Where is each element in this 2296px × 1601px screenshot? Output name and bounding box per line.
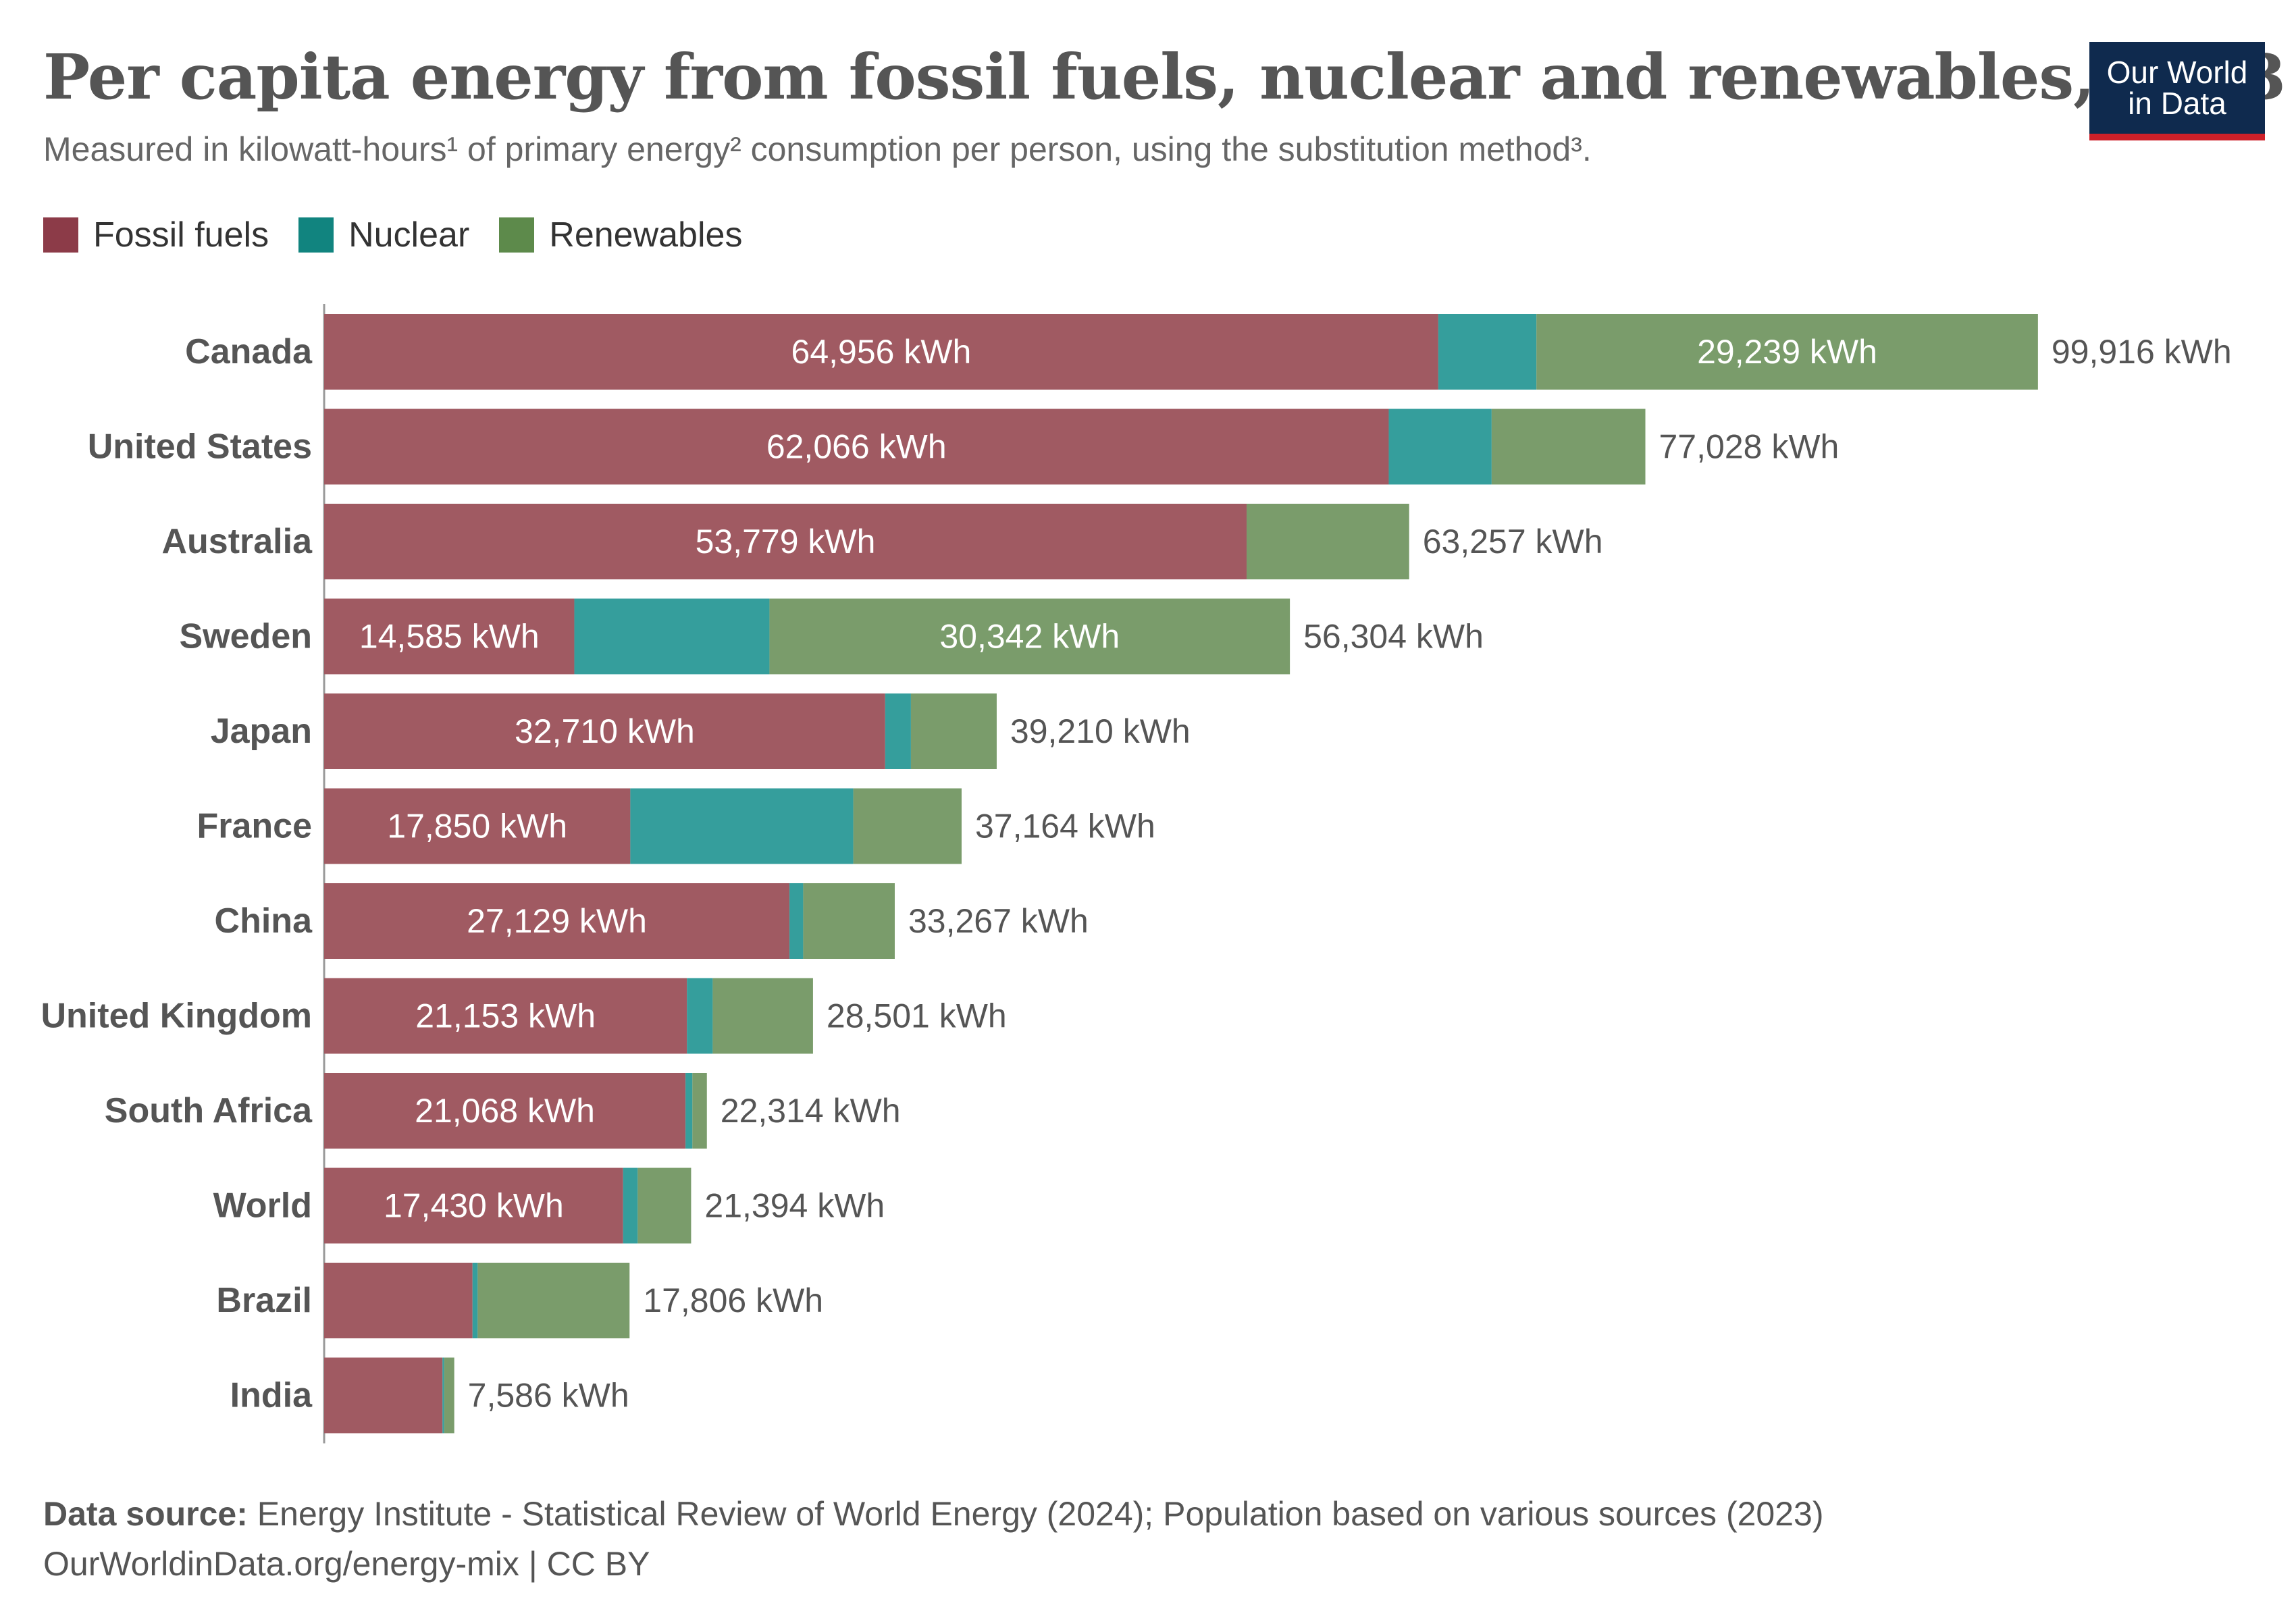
bar-renewables-australia[interactable] (1246, 504, 1409, 579)
chart-subtitle: Measured in kilowatt-hours¹ of primary e… (43, 130, 1592, 168)
chart-legend: Fossil fuels Nuclear Renewables (43, 215, 772, 255)
bar-nuclear-japan[interactable] (885, 693, 911, 769)
logo-line-2: in Data (2128, 86, 2226, 121)
legend-item-fossil[interactable]: Fossil fuels (43, 215, 269, 255)
bar-fossil-sweden[interactable] (324, 598, 575, 675)
total-label-india: 7,586 kWh (468, 1377, 629, 1415)
bar-renewables-china[interactable] (803, 883, 895, 959)
bar-nuclear-united-states[interactable] (1388, 409, 1492, 485)
bar-fossil-india[interactable] (324, 1357, 443, 1434)
bar-renewables-united-states[interactable] (1491, 409, 1646, 485)
bar-fossil-canada[interactable] (324, 314, 1438, 390)
category-label-united-kingdom: United Kingdom (41, 997, 312, 1036)
category-label-india: India (230, 1376, 313, 1415)
total-label-world: 21,394 kWh (704, 1187, 885, 1225)
legend-item-nuclear[interactable]: Nuclear (298, 215, 469, 255)
total-label-sweden: 56,304 kWh (1303, 618, 1484, 656)
segment-label-fossil-south-africa: 21,068 kWh (415, 1092, 595, 1130)
data-source-text: Energy Institute - Statistical Review of… (247, 1495, 1824, 1533)
category-label-brazil: Brazil (216, 1281, 312, 1320)
total-label-japan: 39,210 kWh (1010, 712, 1191, 750)
data-source-line: Data source: Energy Institute - Statisti… (43, 1489, 1823, 1539)
bar-nuclear-canada[interactable] (1438, 314, 1537, 390)
bar-nuclear-sweden[interactable] (574, 598, 770, 675)
segment-label-fossil-world: 17,430 kWh (384, 1187, 564, 1225)
bar-fossil-united-states[interactable] (324, 409, 1389, 485)
bar-nuclear-brazil[interactable] (472, 1263, 478, 1338)
total-label-south-africa: 22,314 kWh (721, 1092, 901, 1130)
bar-nuclear-united-kingdom[interactable] (687, 978, 713, 1054)
bar-fossil-world[interactable] (324, 1167, 623, 1244)
stacked-bar-chart: Canada 64,956 kWh 29,239 kWh 99,916 kWh Unit… (41, 304, 2232, 1444)
total-label-canada: 99,916 kWh (2052, 333, 2232, 371)
bar-fossil-united-kingdom[interactable] (324, 978, 687, 1054)
bar-renewables-france[interactable] (853, 788, 962, 864)
bar-fossil-japan[interactable] (324, 693, 885, 769)
segment-label-fossil-united-kingdom: 21,153 kWh (415, 997, 596, 1035)
legend-label-renewables: Renewables (549, 215, 743, 255)
bar-renewables-united-kingdom[interactable] (712, 978, 813, 1054)
bar-nuclear-south-africa[interactable] (685, 1073, 693, 1149)
bar-renewables-japan[interactable] (910, 693, 997, 769)
bar-nuclear-france[interactable] (630, 788, 854, 864)
category-label-china: China (215, 901, 313, 941)
bar-fossil-france[interactable] (324, 788, 631, 864)
data-source-label: Data source: (43, 1495, 248, 1533)
bar-fossil-brazil[interactable] (324, 1263, 473, 1338)
logo-line-1: Our World (2106, 55, 2248, 90)
bar-renewables-south-africa[interactable] (692, 1073, 707, 1149)
bar-nuclear-world[interactable] (623, 1167, 638, 1244)
bar-renewables-canada[interactable] (1536, 314, 2038, 390)
segment-label-fossil-australia: 53,779 kWh (696, 523, 876, 560)
legend-swatch-renewables (499, 217, 535, 253)
category-label-france: France (197, 807, 312, 846)
category-label-united-states: United States (88, 427, 312, 467)
bar-renewables-brazil[interactable] (477, 1263, 630, 1338)
segment-label-fossil-united-states: 62,066 kWh (766, 428, 947, 466)
bar-fossil-china[interactable] (324, 883, 790, 959)
legend-item-renewables[interactable]: Renewables (499, 215, 742, 255)
bar-renewables-world[interactable] (637, 1167, 692, 1244)
total-label-france: 37,164 kWh (975, 808, 1155, 845)
category-label-world: World (213, 1186, 312, 1226)
bar-fossil-south-africa[interactable] (324, 1073, 686, 1149)
legend-swatch-nuclear (298, 217, 334, 253)
total-label-united-states: 77,028 kWh (1659, 428, 1840, 466)
segment-label-renewables-sweden: 30,342 kWh (939, 618, 1120, 656)
segment-label-fossil-france: 17,850 kWh (387, 808, 567, 845)
bar-nuclear-china[interactable] (789, 883, 804, 959)
total-label-china: 33,267 kWh (908, 902, 1089, 940)
category-label-sweden: Sweden (180, 617, 313, 656)
category-label-australia: Australia (161, 522, 313, 561)
segment-label-fossil-sweden: 14,585 kWh (359, 618, 540, 656)
bar-fossil-australia[interactable] (324, 504, 1247, 579)
chart-title: Per capita energy from fossil fuels, nuc… (43, 41, 2286, 113)
legend-label-nuclear: Nuclear (348, 215, 470, 255)
segment-label-fossil-china: 27,129 kWh (467, 902, 647, 940)
total-label-united-kingdom: 28,501 kWh (827, 997, 1007, 1035)
total-label-australia: 63,257 kWh (1423, 523, 1603, 560)
bar-renewables-india[interactable] (444, 1357, 454, 1434)
category-label-south-africa: South Africa (105, 1091, 313, 1130)
segment-label-fossil-canada: 64,956 kWh (791, 333, 972, 371)
owid-logo[interactable]: Our World in Data (2089, 42, 2265, 140)
category-label-canada: Canada (185, 332, 313, 371)
segment-label-renewables-canada: 29,239 kWh (1697, 333, 1877, 371)
category-label-japan: Japan (211, 712, 312, 751)
bar-renewables-sweden[interactable] (769, 598, 1290, 675)
chart-footer: Data source: Energy Institute - Statisti… (43, 1489, 1823, 1589)
bar-nuclear-india[interactable] (442, 1357, 444, 1434)
total-label-brazil: 17,806 kWh (643, 1282, 823, 1319)
source-url[interactable]: OurWorldinData.org/energy-mix | CC BY (43, 1545, 650, 1583)
legend-label-fossil: Fossil fuels (93, 215, 269, 255)
segment-label-fossil-japan: 32,710 kWh (515, 712, 695, 750)
legend-swatch-fossil (43, 217, 78, 253)
